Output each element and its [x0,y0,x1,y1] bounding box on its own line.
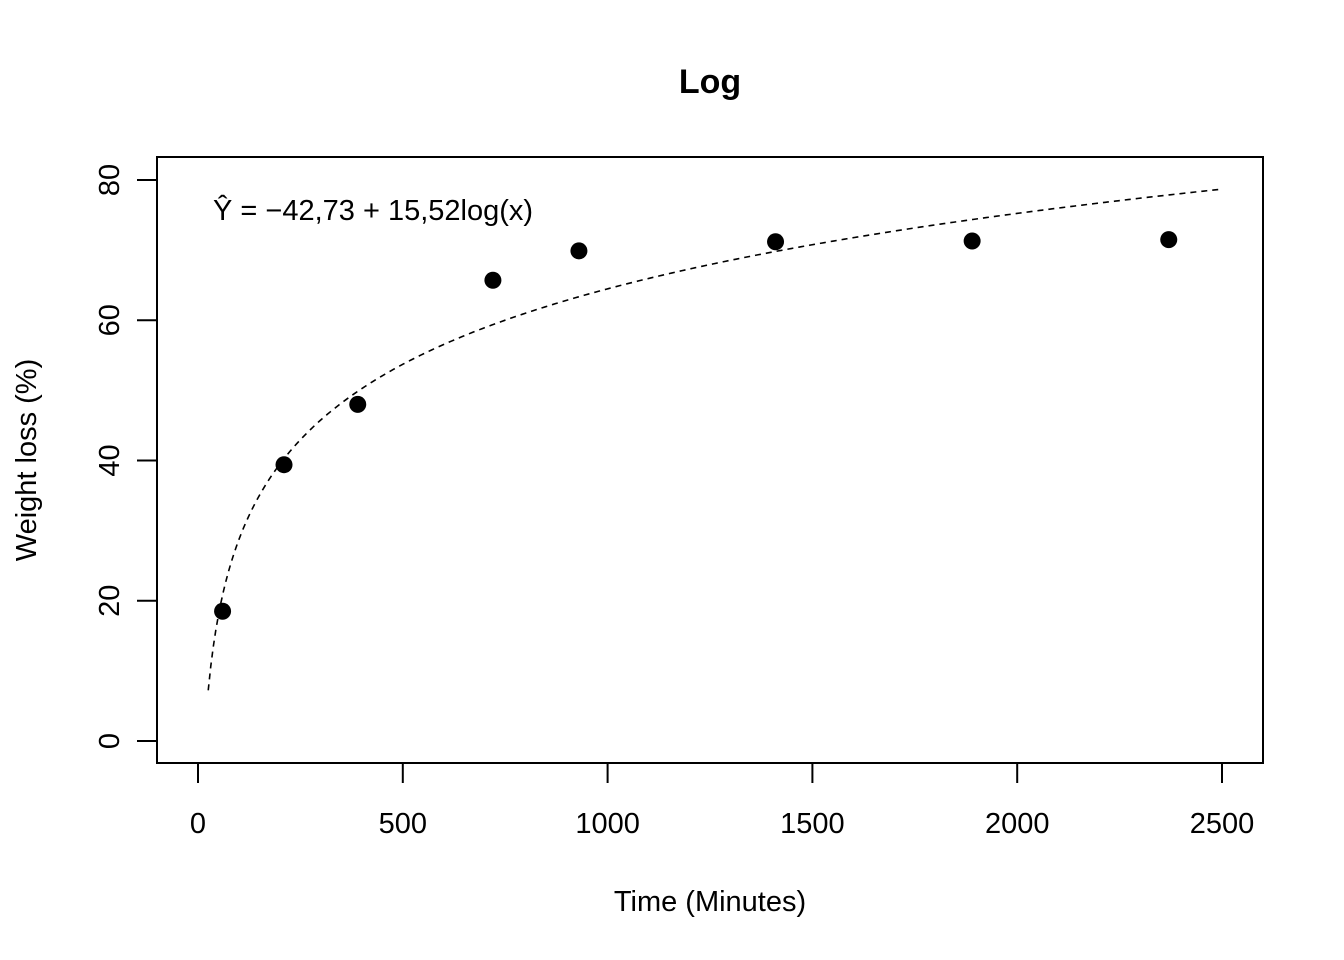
data-point [484,271,502,289]
x-axis-title: Time (Minutes) [614,886,806,918]
y-tick-label: 20 [94,585,126,617]
data-point [214,602,232,620]
y-tick-label: 60 [94,304,126,336]
x-tick-label: 1500 [780,808,845,840]
y-tick-label: 0 [94,733,126,749]
x-tick-label: 1000 [575,808,640,840]
data-points [214,231,1178,620]
data-point [963,232,981,250]
x-tick-label: 2500 [1190,808,1255,840]
data-point [570,242,588,260]
x-tick-label: 2000 [985,808,1050,840]
chart-title: Log [679,63,741,101]
x-tick-label: 500 [379,808,427,840]
x-axis: 0 500 1000 1500 2000 2500 [190,762,1255,840]
y-tick-label: 80 [94,164,126,196]
data-point [767,233,785,251]
y-axis-title: Weight loss (%) [11,359,43,562]
x-tick-label: 0 [190,808,206,840]
fit-layer [207,188,1223,691]
fit-curve [207,188,1223,691]
fit-equation: Ŷ = −42,73 + 15,52log(x) [213,194,533,227]
y-tick-label: 40 [94,444,126,476]
plot-frame [156,156,1264,764]
data-point [349,395,367,413]
data-point [1160,231,1178,249]
y-axis: 0 20 40 60 80 [94,164,158,749]
data-point [275,456,293,474]
